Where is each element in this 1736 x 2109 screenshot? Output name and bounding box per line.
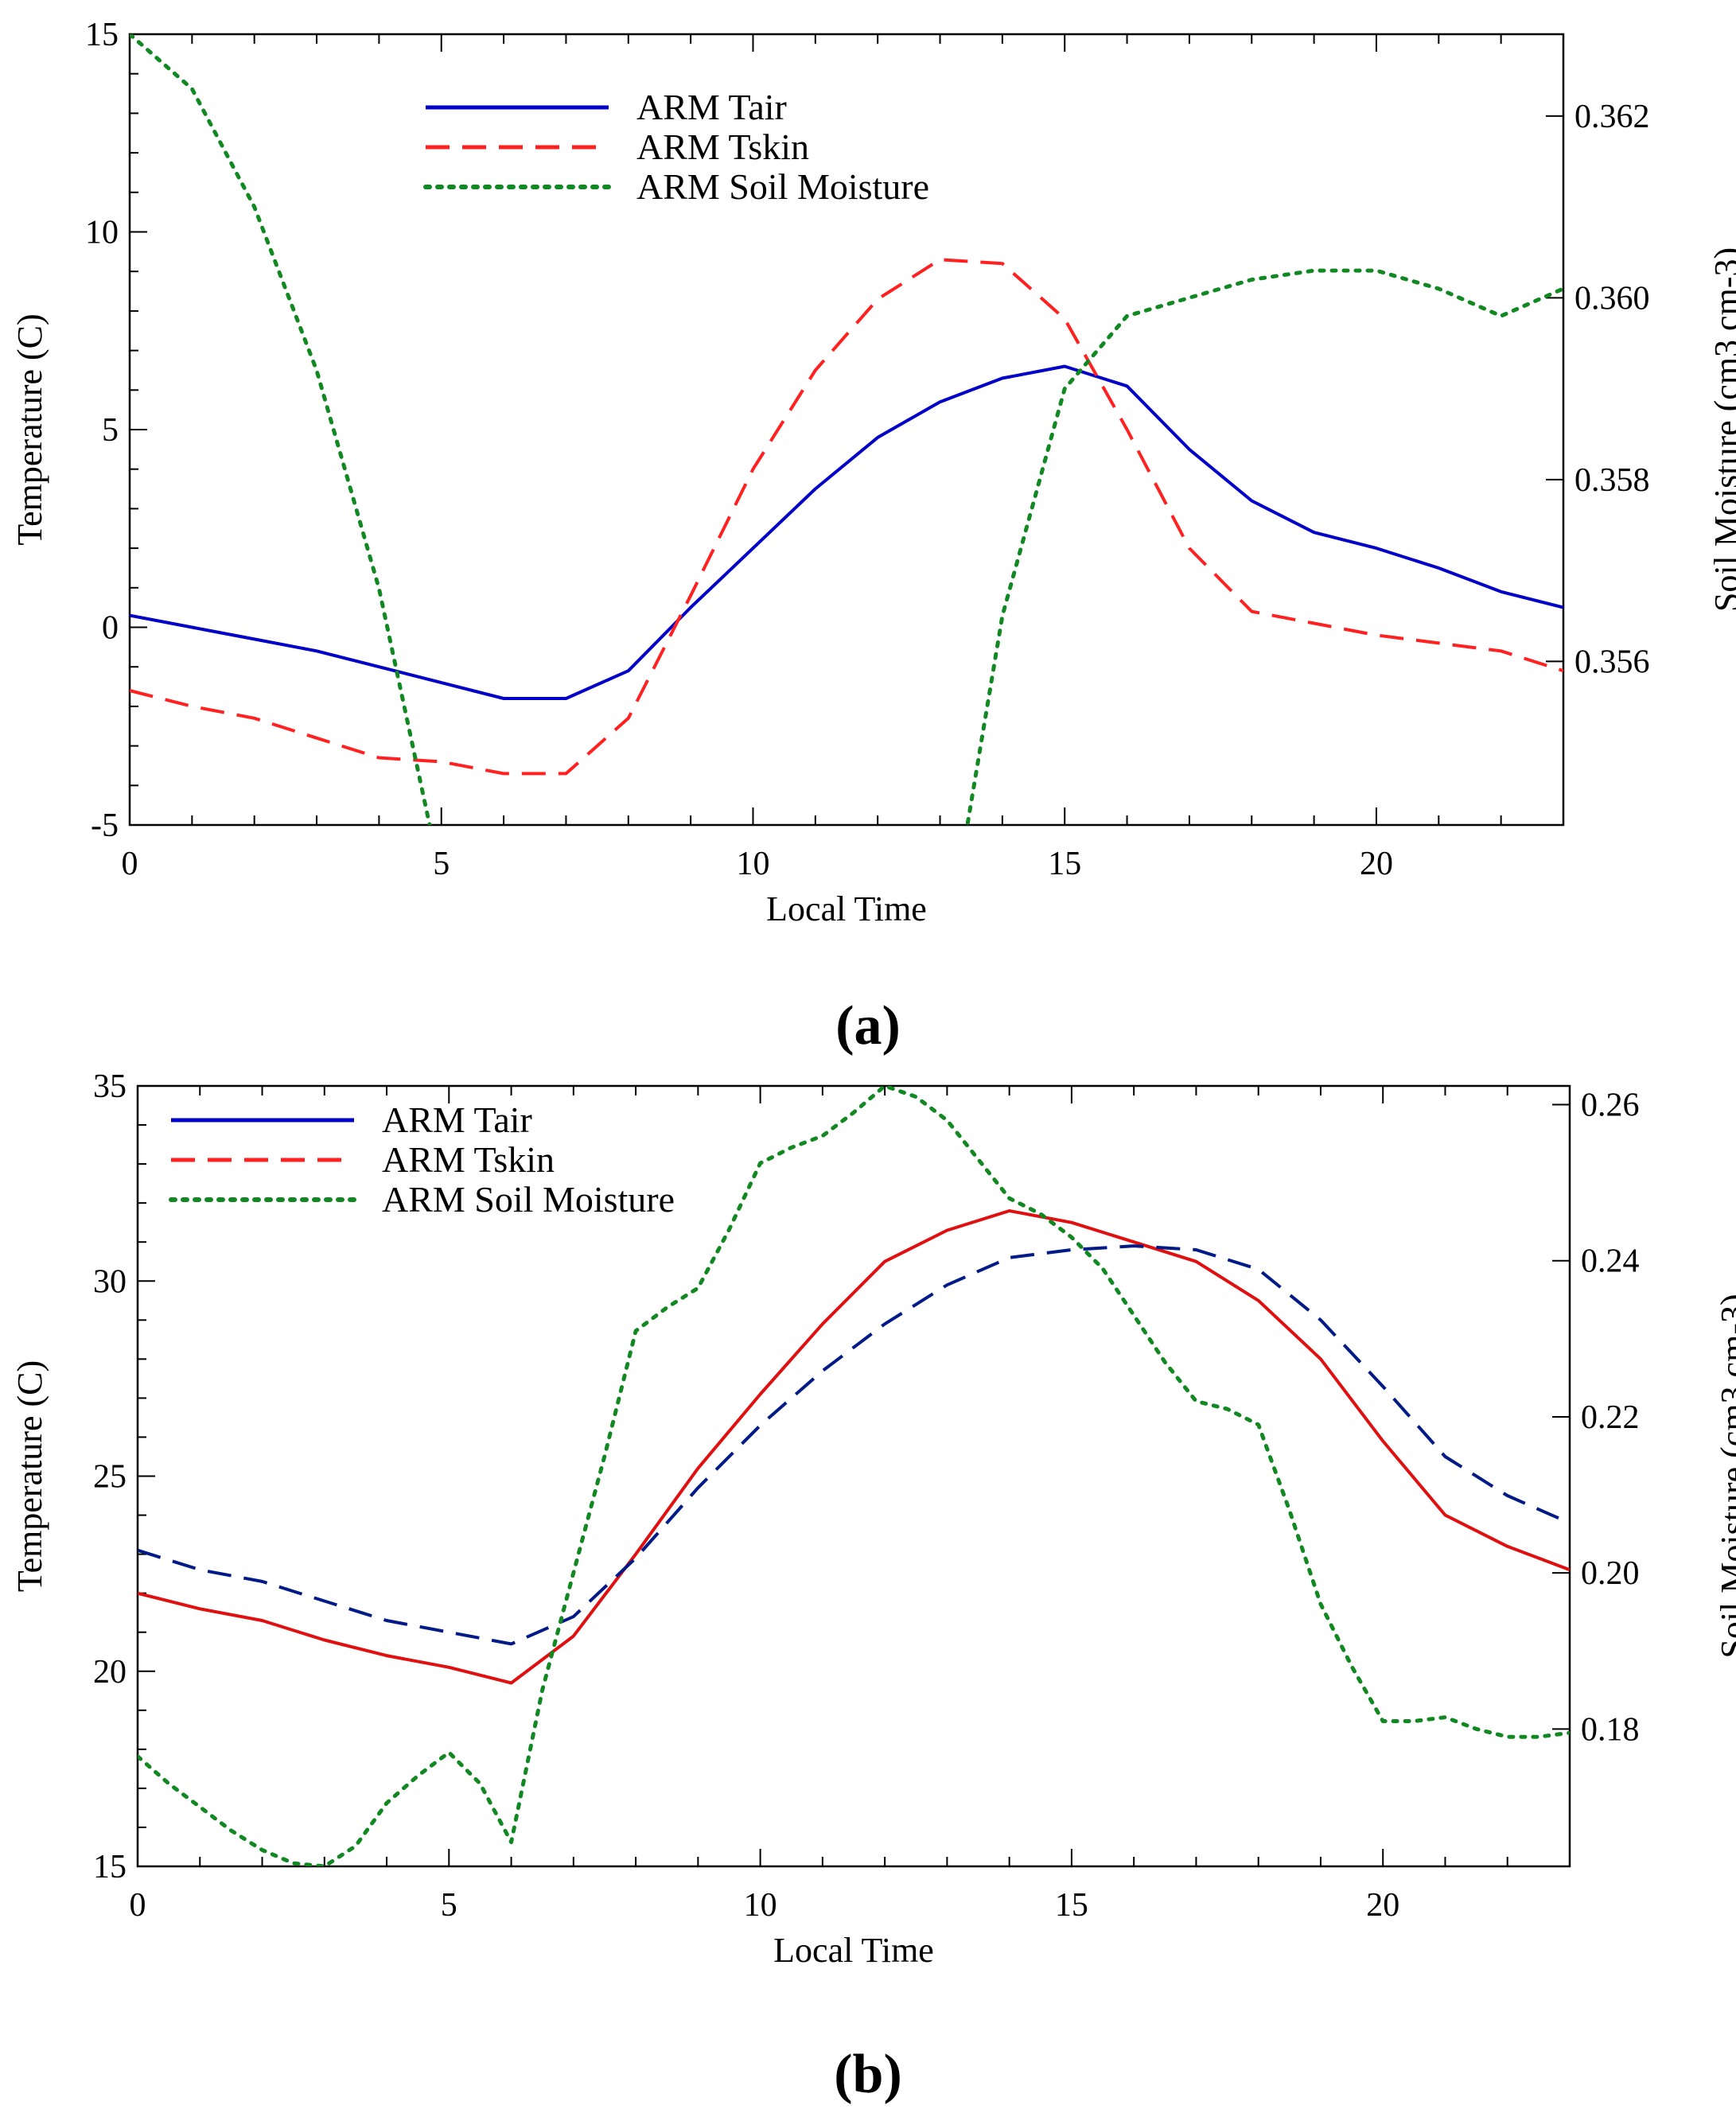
plot-frame [136,1084,1571,1868]
panel-a: 0 5 10 15 20-50510150.3560.3580.3600.362Loca… [10,17,1736,928]
y2-axis-title: Soil Moisture (cm3 cm-3) [1707,247,1736,612]
x-tick-label: 5 [441,1887,457,1924]
y2-tick-label: 0.24 [1581,1243,1640,1280]
y-axis-title: Temperature (C) [10,313,49,545]
panel-label-close: ) [883,2044,901,2105]
y2-tick-label: 0.26 [1581,1088,1640,1124]
y2-tick-label: 0.358 [1574,462,1650,499]
series-line-1 [130,258,1563,776]
panel-label-letter: b [853,2044,884,2105]
x-tick-label: 10 [736,846,769,882]
x-tick-label: 15 [1055,1887,1088,1924]
y2-tick-label: 0.356 [1574,644,1650,680]
y-tick-label: 20 [93,1654,127,1691]
series-group [138,1086,1570,1866]
y-tick-label: 35 [93,1068,127,1105]
legend-label-1: ARM Tskin [382,1139,555,1180]
x-tick-label: 0 [122,846,138,882]
x-tick-label: 20 [1360,846,1393,882]
panel-label-open: ( [834,2044,852,2105]
legend-label-2: ARM Soil Moisture [636,166,929,207]
y2-tick-label: 0.18 [1581,1711,1640,1748]
y-tick-label: -5 [91,807,119,844]
plot-frame [128,33,1565,827]
legend-label-2: ARM Soil Moisture [382,1179,675,1220]
x-tick-label: 10 [744,1887,777,1924]
y-tick-label: 15 [85,17,119,53]
series-line-2 [130,34,1563,825]
x-tick-label: 20 [1366,1887,1399,1924]
legend-label-0: ARM Tair [636,87,787,127]
panel-label: (a) [835,995,901,1056]
x-tick-label: 15 [1048,846,1081,882]
series-line-0 [130,364,1563,700]
x-axis-title: Local Time [773,1931,934,1970]
y2-tick-label: 0.20 [1581,1555,1640,1592]
panel-label: (b) [834,2044,902,2105]
y-tick-label: 15 [93,1849,127,1885]
y-tick-label: 10 [85,215,119,251]
x-tick-label: 0 [130,1887,146,1924]
y-tick-label: 25 [93,1459,127,1496]
legend-label-1: ARM Tskin [636,126,809,167]
series-line-1 [138,1244,1570,1646]
panel-b: 0 5 10 15 20 15 20 25 30 35 0.18 0.20 0.22 0.24 0.26 Lo… [10,1068,1736,1970]
panel-label-close: ) [882,995,901,1056]
series-line-0 [138,1209,1570,1685]
panel-label-letter: a [854,995,882,1056]
x-tick-label: 5 [433,846,450,882]
legend-label-0: ARM Tair [382,1099,532,1140]
y-axis-title: Temperature (C) [10,1360,49,1592]
x-axis-title: Local Time [766,889,927,928]
y2-tick-label: 0.362 [1574,99,1650,135]
y-tick-label: 5 [102,412,119,449]
panel-label-open: ( [835,995,854,1056]
y2-tick-label: 0.22 [1581,1399,1640,1436]
y2-axis-title: Soil Moisture (cm3 cm-3) [1714,1294,1736,1658]
series-group [130,34,1563,825]
y2-tick-label: 0.360 [1574,280,1650,317]
series-line-2 [138,1086,1570,1866]
y-tick-label: 30 [93,1263,127,1300]
y-tick-label: 0 [102,610,119,647]
